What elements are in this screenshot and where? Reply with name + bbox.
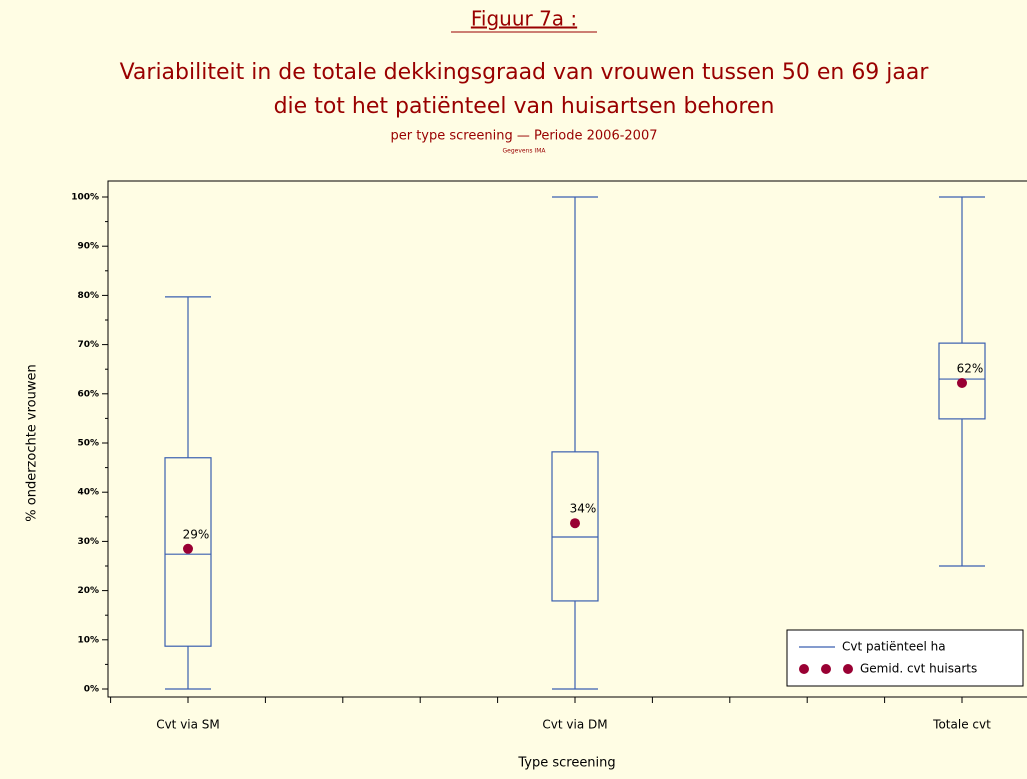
figure-label: Figuur 7a : bbox=[471, 7, 577, 31]
chart-title: die tot het patiënteel van huisartsen be… bbox=[274, 94, 775, 119]
legend-label: Cvt patiënteel ha bbox=[842, 640, 946, 654]
mean-dot bbox=[183, 543, 193, 554]
y-axis-label: % onderzochte vrouwen bbox=[25, 364, 40, 521]
legend-dot bbox=[821, 664, 831, 674]
y-tick-label: 40% bbox=[77, 488, 99, 498]
legend-dot bbox=[799, 664, 809, 674]
y-tick-label: 90% bbox=[77, 242, 99, 252]
chart-title: Variabiliteit in de totale dekkingsgraad… bbox=[120, 60, 930, 85]
plot-frame bbox=[107, 180, 1027, 698]
mean-dot bbox=[570, 518, 580, 529]
x-axis-label: Type screening bbox=[517, 756, 615, 771]
y-tick-label: 20% bbox=[77, 586, 99, 596]
y-tick-label: 10% bbox=[77, 635, 99, 645]
y-tick-label: 0% bbox=[84, 685, 99, 695]
y-tick-label: 60% bbox=[77, 389, 99, 399]
mean-label: 34% bbox=[570, 502, 597, 516]
mean-label: 29% bbox=[183, 527, 210, 541]
box bbox=[938, 342, 986, 420]
y-tick-label: 50% bbox=[77, 439, 99, 449]
legend-box bbox=[786, 629, 1024, 687]
legend-label: Gemid. cvt huisarts bbox=[860, 662, 977, 676]
chart-subtitle: per type screening — Periode 2006-2007 bbox=[390, 129, 657, 144]
mean-dot bbox=[957, 377, 967, 388]
box bbox=[164, 457, 212, 647]
y-tick-label: 100% bbox=[71, 193, 99, 203]
box bbox=[551, 451, 599, 602]
x-tick-label: Cvt via SM bbox=[156, 718, 220, 732]
y-tick-label: 80% bbox=[77, 291, 99, 301]
x-tick-label: Totale cvt bbox=[932, 718, 991, 732]
legend-dot bbox=[843, 664, 853, 674]
y-tick-label: 70% bbox=[77, 340, 99, 350]
source: Gegevens IMA bbox=[503, 148, 547, 155]
mean-label: 62% bbox=[957, 361, 984, 375]
x-tick-label: Cvt via DM bbox=[542, 718, 607, 732]
y-tick-label: 30% bbox=[77, 537, 99, 547]
